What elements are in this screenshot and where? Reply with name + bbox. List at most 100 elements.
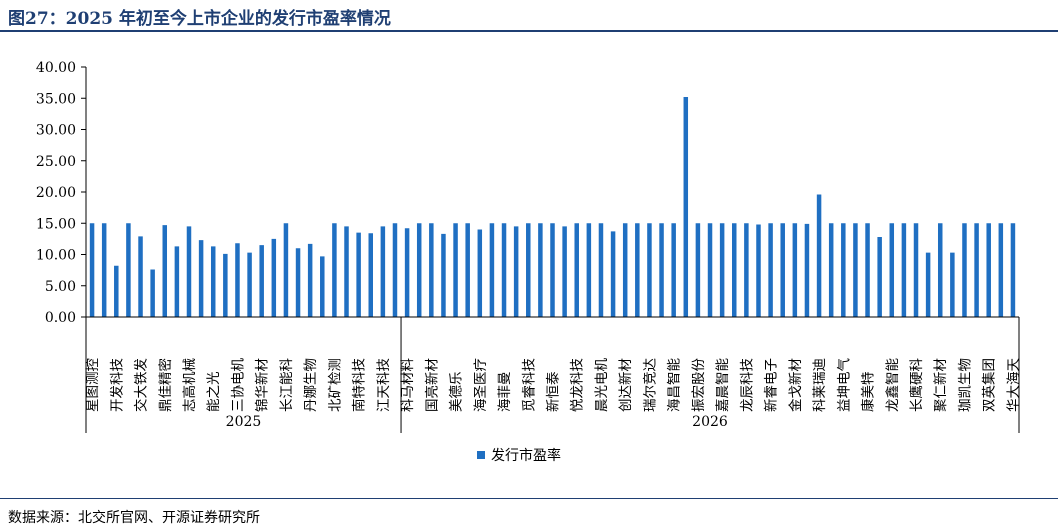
legend-swatch <box>477 451 485 459</box>
bar <box>174 246 180 318</box>
bar <box>465 223 470 317</box>
bar <box>913 223 919 317</box>
bar <box>841 223 846 317</box>
y-tick-label: 20.00 <box>36 185 76 201</box>
bar <box>732 223 737 317</box>
x-tick-label: 悦龙科技 <box>570 358 586 412</box>
bar <box>416 223 422 317</box>
bar <box>198 240 204 318</box>
x-tick-label: 珈凯生物 <box>958 358 974 412</box>
bar <box>562 226 567 318</box>
bar <box>368 233 373 317</box>
bar <box>816 194 822 317</box>
bar-chart: 0.00 5.00 10.00 15.00 20.00 25.00 30.00 35.00 40… <box>36 60 1022 464</box>
x-tick-label: 晨光电机 <box>594 358 610 412</box>
bar <box>804 223 810 318</box>
bar <box>695 223 701 317</box>
y-tick-label: 40.00 <box>36 60 76 76</box>
bar <box>247 252 252 318</box>
y-tick-label: 30.00 <box>36 123 76 139</box>
group-label: 2026 <box>692 414 728 430</box>
bar <box>101 223 107 317</box>
bar <box>210 246 216 318</box>
y-axis: 0.00 5.00 10.00 15.00 20.00 25.00 30.00 35.00 40… <box>36 60 87 326</box>
x-tick-label: 新睿电子 <box>764 358 780 412</box>
bar <box>610 231 616 318</box>
x-tick-label: 金戈新材 <box>788 358 804 412</box>
group-label: 2025 <box>226 414 262 430</box>
x-tick-label: 龙鑫智能 <box>884 358 901 412</box>
y-tick-label: 10.00 <box>36 248 76 264</box>
bar <box>901 223 907 317</box>
bar <box>865 223 870 317</box>
bar <box>513 226 519 318</box>
bar <box>344 226 349 318</box>
bar <box>320 256 325 318</box>
bar <box>126 223 131 317</box>
bar <box>114 265 119 317</box>
x-tick-label: 科莱瑞迪 <box>812 358 828 412</box>
bar <box>962 223 967 317</box>
bar <box>477 229 483 317</box>
bar <box>719 223 725 317</box>
x-tick-label: 北矿检测 <box>327 358 343 412</box>
bar <box>647 223 652 317</box>
bar <box>950 252 955 318</box>
x-tick-label: 志高机械 <box>181 358 198 412</box>
x-tick-label: 南特科技 <box>352 358 368 412</box>
x-tick-label: 聚仁新材 <box>933 358 949 412</box>
bar <box>380 226 386 318</box>
x-tick-label: 江天科技 <box>376 358 392 412</box>
bar <box>780 223 785 317</box>
bar <box>659 223 664 317</box>
x-tick-label: 创达新材 <box>618 358 634 412</box>
bar <box>526 223 531 317</box>
bar <box>501 223 507 317</box>
bar <box>356 232 361 318</box>
bar <box>586 223 592 317</box>
x-tick-label: 瑞尔竞达 <box>641 358 658 412</box>
bar <box>671 223 676 317</box>
x-tick-label: 双英集团 <box>981 358 998 412</box>
bar <box>453 223 458 317</box>
bar <box>707 223 713 317</box>
bar <box>259 245 264 318</box>
x-tick-label: 交大铁发 <box>133 358 150 412</box>
x-tick-label: 鼎佳精密 <box>157 358 174 412</box>
bar <box>150 269 155 317</box>
bar <box>756 224 761 317</box>
x-tick-label: 星图测控 <box>85 358 101 412</box>
x-tick-label: 华大海天 <box>1006 358 1022 412</box>
bar <box>986 223 991 317</box>
x-tick-label: 能之光 <box>206 372 222 413</box>
bar <box>925 252 931 318</box>
x-tick-label: 长鹰硬科 <box>909 358 925 412</box>
x-tick-label: 开发科技 <box>109 358 125 412</box>
x-tick-label: 长江能科 <box>279 358 295 412</box>
x-tick-label: 锦华新材 <box>255 358 271 412</box>
bar <box>271 238 277 318</box>
footer-divider <box>0 498 1058 499</box>
bar <box>307 243 313 318</box>
x-tick-label: 科马材料 <box>400 358 416 412</box>
y-tick-label: 15.00 <box>36 216 76 232</box>
x-tick-label: 益坤电气 <box>836 358 852 412</box>
bar <box>235 243 240 317</box>
bar <box>974 223 979 317</box>
x-tick-label: 美德乐 <box>449 372 465 413</box>
bar <box>295 248 301 317</box>
bar <box>283 223 289 317</box>
bar <box>392 223 398 317</box>
x-tick-label: 龙辰科技 <box>739 358 755 412</box>
bar <box>1010 223 1016 317</box>
bar <box>877 237 882 317</box>
bar <box>598 223 604 317</box>
x-tick-label: 觅睿科技 <box>521 358 537 412</box>
bar <box>550 223 555 317</box>
bar <box>937 223 943 317</box>
bar-series <box>89 97 1016 318</box>
bar <box>332 223 337 317</box>
y-tick-label: 5.00 <box>45 279 76 295</box>
bar <box>162 225 168 318</box>
x-tick-label: 新恒泰 <box>546 371 562 412</box>
